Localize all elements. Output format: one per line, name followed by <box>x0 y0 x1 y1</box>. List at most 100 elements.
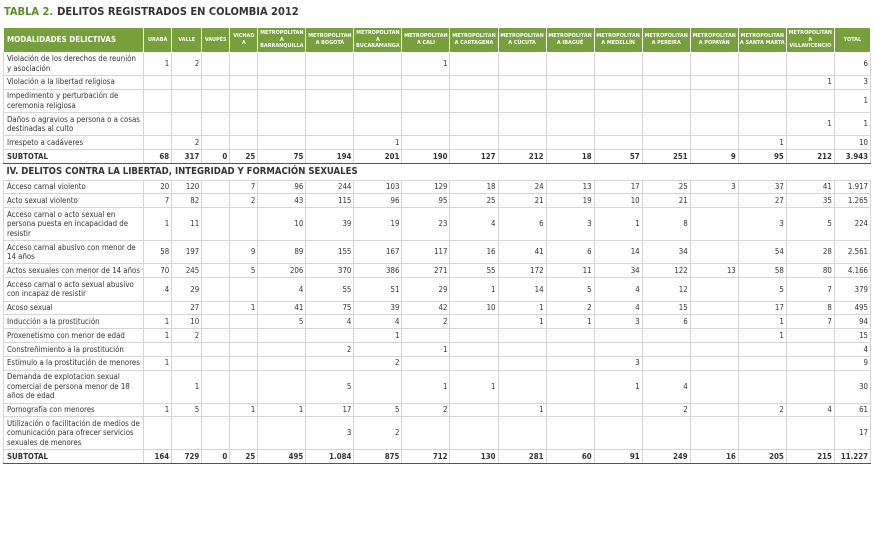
row-label: Daños o agravios a persona o a cosas des… <box>2 112 145 137</box>
cell <box>201 263 231 279</box>
cell: 42 <box>401 300 451 316</box>
cell: 1 <box>833 88 872 114</box>
table-row: Actos sexuales con menor de 14 años 70 245… <box>2 263 872 279</box>
cell <box>689 74 739 90</box>
cell: 51 <box>353 277 403 302</box>
column-header: TOTAL <box>833 27 872 53</box>
cell: 1 <box>171 369 203 404</box>
cell <box>689 112 739 137</box>
table-row: Acceso carnal abusivo con menor de 14 añ… <box>2 240 872 265</box>
cell: 41 <box>497 240 547 265</box>
cell: 82 <box>171 193 203 209</box>
table-label: TABLA 2. <box>4 5 54 18</box>
cell: 5 <box>257 314 307 330</box>
cell: 1 <box>143 314 173 330</box>
cell: 75 <box>257 149 307 164</box>
row-label: SUBTOTAL <box>2 149 145 164</box>
cell: 2 <box>305 341 355 357</box>
column-header: METROPOLITANA BUCARAMANGA <box>353 27 403 53</box>
cell <box>689 416 739 451</box>
table-row: Utilización o facilitación de medios de … <box>2 416 872 451</box>
cell: 120 <box>171 179 203 195</box>
cell <box>201 341 231 357</box>
cell <box>305 88 355 114</box>
table-row: Impedimento y perturbación de ceremonia … <box>2 88 872 114</box>
cell <box>545 135 595 151</box>
cell: 712 <box>401 449 451 465</box>
cell: 1 <box>497 300 547 316</box>
cell: 5 <box>229 263 259 279</box>
cell: 1 <box>257 402 307 418</box>
table-row: Acceso carnal o acto sexual abusivo con … <box>2 277 872 302</box>
cell <box>171 416 203 451</box>
cell <box>641 51 691 76</box>
cell <box>593 341 643 357</box>
cell: 37 <box>737 179 787 195</box>
cell <box>257 51 307 76</box>
column-header: METROPOLITANA PEREIRA <box>641 27 691 53</box>
column-header: METROPOLITANA POPAYÁN <box>689 27 739 53</box>
cell: 7 <box>785 277 835 302</box>
cell <box>689 207 739 242</box>
cell <box>143 341 173 357</box>
cell: 29 <box>171 277 203 302</box>
cell: 1 <box>143 402 173 418</box>
cell: 2 <box>401 314 451 330</box>
cell <box>593 416 643 451</box>
cell: 317 <box>171 149 203 164</box>
cell <box>201 193 231 209</box>
cell <box>545 402 595 418</box>
section-row: IV. DELITOS CONTRA LA LIBERTAD, INTEGRID… <box>3 162 871 181</box>
cell: 3 <box>593 314 643 330</box>
cell <box>171 112 203 137</box>
cell: 16 <box>689 449 739 465</box>
cell: 9 <box>833 355 872 371</box>
cell: 729 <box>171 449 203 465</box>
cell: 9 <box>229 240 259 265</box>
cell <box>785 355 835 371</box>
cell: 21 <box>497 193 547 209</box>
cell <box>593 51 643 76</box>
cell <box>689 341 739 357</box>
cell <box>689 51 739 76</box>
cell <box>229 74 259 90</box>
cell: 212 <box>785 149 835 164</box>
table-row: Irrespeto a cadáveres 2 1 1 10 <box>2 135 872 151</box>
cell: 34 <box>593 263 643 279</box>
cell <box>689 402 739 418</box>
cell: 4 <box>593 300 643 316</box>
cell <box>641 88 691 114</box>
cell: 6 <box>545 240 595 265</box>
cell <box>201 179 231 195</box>
cell: 215 <box>785 449 835 465</box>
cell: 244 <box>305 179 355 195</box>
cell <box>593 402 643 418</box>
cell <box>641 328 691 343</box>
cell: 4 <box>305 314 355 330</box>
cell <box>497 355 547 371</box>
cell <box>201 88 231 114</box>
cell: 60 <box>545 449 595 465</box>
cell: 13 <box>689 263 739 279</box>
cell: 172 <box>497 263 547 279</box>
cell: 1 <box>353 135 403 151</box>
cell <box>593 74 643 90</box>
cell <box>449 112 499 137</box>
cell <box>353 88 403 114</box>
cell: 15 <box>833 328 872 343</box>
cell <box>201 240 231 265</box>
cell <box>449 355 499 371</box>
cell <box>201 112 231 137</box>
cell <box>229 112 259 137</box>
row-label: Violación a la libertad religiosa <box>2 74 145 90</box>
cell: 29 <box>401 277 451 302</box>
cell: 18 <box>449 179 499 195</box>
cell <box>257 355 307 371</box>
cell: 19 <box>353 207 403 242</box>
cell: 1 <box>449 277 499 302</box>
cell <box>257 74 307 90</box>
cell <box>497 88 547 114</box>
cell: 1.084 <box>305 449 355 465</box>
cell <box>201 369 231 404</box>
cell: 2.561 <box>833 240 872 265</box>
